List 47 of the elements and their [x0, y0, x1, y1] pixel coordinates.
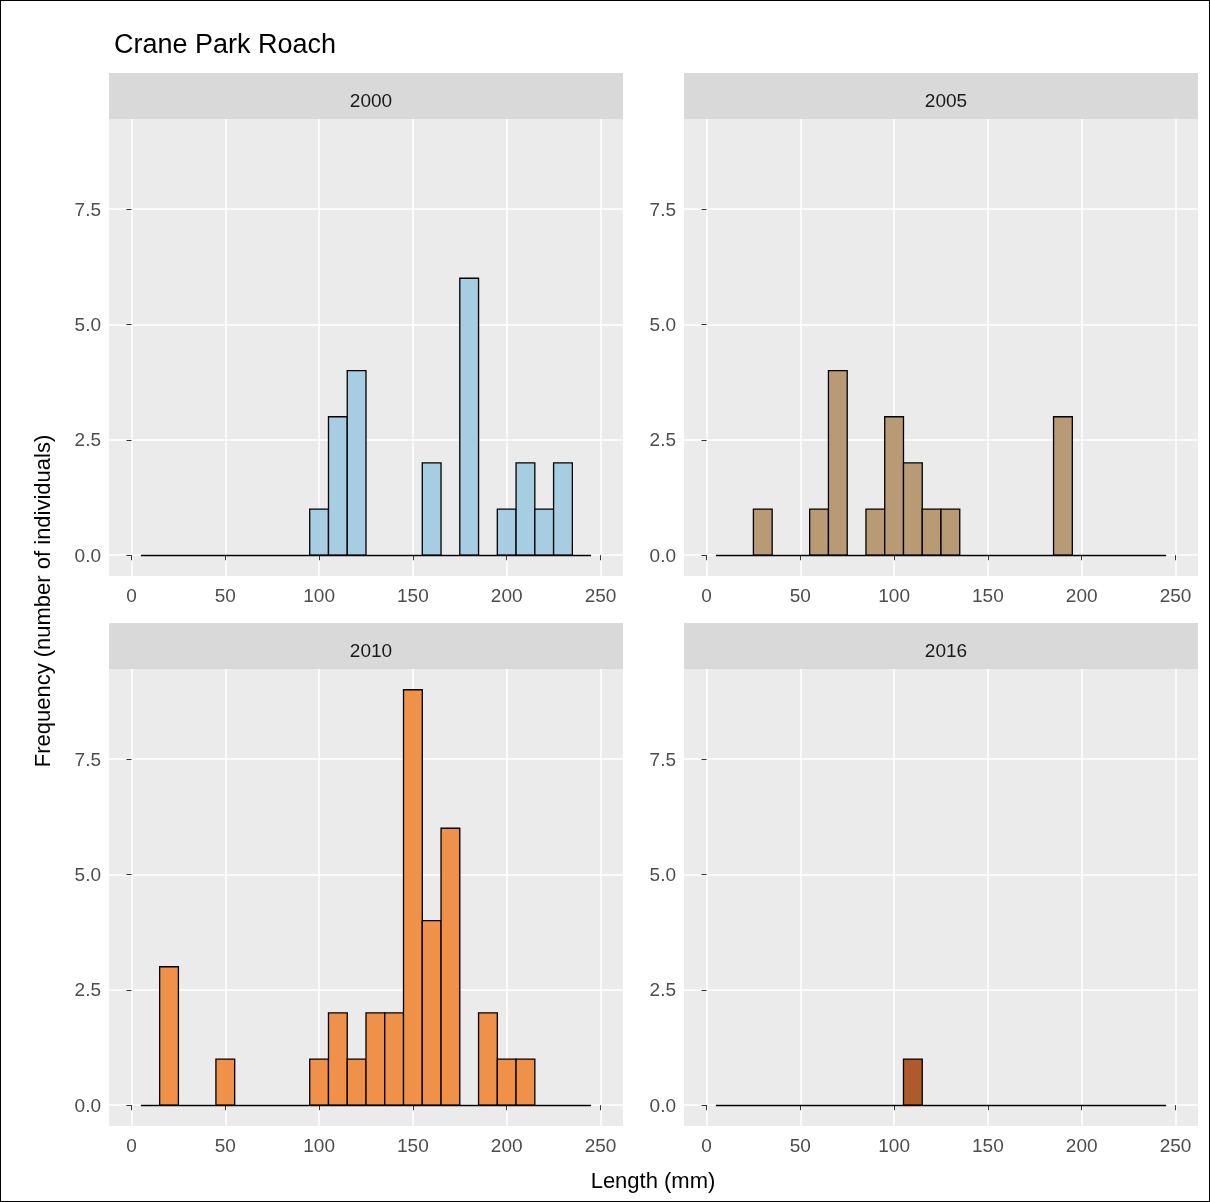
x-tick-label: 200	[490, 585, 523, 606]
x-tick-label: 50	[789, 585, 811, 606]
x-tick-label: 0	[701, 585, 712, 606]
y-tick-label: 7.5	[649, 198, 676, 220]
y-tick-label: 5.0	[74, 863, 101, 885]
y-tick-label: 0.0	[649, 1094, 676, 1116]
y-tick-label: 2.5	[74, 429, 101, 451]
x-tick-label: 50	[214, 585, 236, 606]
y-tick-label: 2.5	[649, 979, 676, 1001]
chart-subtitle: 2016	[924, 640, 968, 661]
y-tick-label: 0.0	[74, 1094, 101, 1116]
y-tick-label: 2.5	[649, 429, 676, 451]
chart-subtitle: 2010	[349, 640, 393, 661]
x-tick-label: 150	[972, 585, 1004, 606]
x-tick-label: 0	[126, 585, 137, 606]
y-tick-label: 7.5	[649, 748, 676, 770]
x-tick-label: 250	[1159, 585, 1192, 606]
y-tick-label: 2.5	[74, 979, 101, 1001]
y-tick-label: 5.0	[649, 863, 676, 885]
x-tick-label: 200	[1065, 585, 1098, 606]
x-tick-label: 50	[789, 1135, 811, 1156]
y-axis-title: Frequency (number of individuals)	[30, 434, 56, 768]
x-tick-label: 250	[1159, 1135, 1192, 1156]
x-tick-label: 0	[126, 1135, 137, 1156]
x-tick-label: 50	[214, 1135, 236, 1156]
x-tick-label: 150	[397, 585, 429, 606]
x-tick-label: 150	[397, 1135, 429, 1156]
y-tick-label: 5.0	[649, 313, 676, 335]
chart-subtitle: 2000	[349, 90, 393, 111]
x-tick-label: 250	[584, 1135, 617, 1156]
x-tick-label: 100	[303, 585, 335, 606]
y-tick-label: 7.5	[74, 198, 101, 220]
chart-title: Crane Park Roach	[114, 28, 337, 59]
x-tick-label: 100	[878, 1135, 910, 1156]
y-tick-label: 5.0	[74, 313, 101, 335]
x-tick-label: 100	[303, 1135, 335, 1156]
y-tick-label: 0.0	[649, 544, 676, 566]
x-tick-label: 250	[584, 585, 617, 606]
x-tick-label: 100	[878, 585, 910, 606]
x-axis-title: Length (mm)	[590, 1168, 716, 1194]
y-tick-label: 7.5	[74, 748, 101, 770]
x-tick-label: 0	[701, 1135, 712, 1156]
x-tick-label: 150	[972, 1135, 1004, 1156]
x-tick-label: 200	[490, 1135, 523, 1156]
x-tick-label: 200	[1065, 1135, 1098, 1156]
y-tick-label: 0.0	[74, 544, 101, 566]
chart-subtitle: 2005	[924, 90, 968, 111]
